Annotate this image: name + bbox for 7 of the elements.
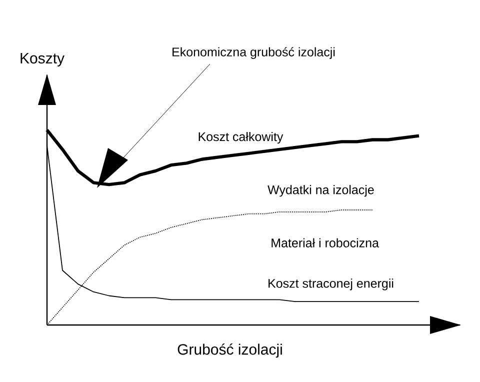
annotation: Materiał i robocizna: [272, 238, 379, 248]
series-label: Wydatki na izolacje: [268, 185, 374, 197]
text: Ekonomiczna grubość izolacji: [172, 47, 335, 59]
x-axis-title: Grubość izolacji: [178, 344, 282, 358]
y-axis-title: Koszty: [20, 53, 64, 66]
series-label: Koszt straconej energii: [268, 278, 394, 290]
series-label: Koszt całkowity: [198, 132, 284, 144]
